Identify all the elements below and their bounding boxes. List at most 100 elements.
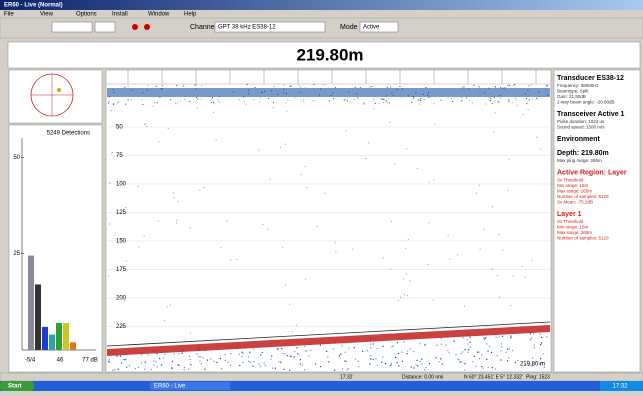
echo-dot bbox=[109, 101, 110, 102]
echo-dot bbox=[389, 102, 390, 103]
echo-dot bbox=[142, 104, 143, 105]
echo-dot bbox=[144, 235, 145, 236]
menu-item[interactable]: Window bbox=[148, 12, 170, 18]
echo-dot bbox=[382, 346, 383, 347]
echo-dot bbox=[502, 250, 503, 251]
channel-value: GPT 38 kHz ES38-12 bbox=[218, 25, 276, 31]
echo-dot bbox=[301, 94, 302, 95]
echo-dot bbox=[303, 95, 304, 96]
echo-dot bbox=[467, 343, 468, 344]
echo-dot bbox=[499, 95, 500, 96]
record-button[interactable] bbox=[144, 24, 150, 30]
echo-dot bbox=[484, 92, 485, 93]
echo-dot bbox=[489, 346, 490, 347]
info-line: Max range: 265m bbox=[557, 189, 592, 194]
echo-dot bbox=[403, 341, 404, 342]
echo-dot bbox=[538, 91, 539, 92]
echo-dot bbox=[324, 193, 325, 194]
echo-dot bbox=[531, 260, 532, 261]
echo-dot bbox=[386, 95, 387, 96]
menu-item[interactable]: File bbox=[4, 12, 14, 18]
echo-dot bbox=[261, 92, 262, 93]
echo-dot bbox=[355, 359, 356, 360]
echo-dot bbox=[395, 357, 396, 358]
echo-dot bbox=[354, 347, 355, 348]
menu-item[interactable]: Install bbox=[112, 12, 128, 18]
echo-dot bbox=[460, 353, 461, 354]
echo-dot bbox=[173, 193, 174, 194]
echo-dot bbox=[213, 103, 214, 104]
echo-dot bbox=[389, 122, 390, 123]
echo-dot bbox=[125, 207, 126, 208]
echo-dot bbox=[260, 366, 261, 367]
echo-dot bbox=[179, 365, 180, 366]
echo-dot bbox=[292, 331, 293, 332]
menu-item[interactable]: View bbox=[40, 12, 54, 18]
echo-dot bbox=[522, 92, 523, 93]
echo-dot bbox=[467, 339, 468, 340]
echo-dot bbox=[497, 275, 498, 276]
echo-dot bbox=[307, 187, 308, 188]
echo-dot bbox=[180, 101, 181, 102]
echo-dot bbox=[542, 93, 543, 94]
echo-dot bbox=[507, 85, 508, 86]
echo-dot bbox=[151, 369, 152, 370]
echo-dot bbox=[517, 105, 518, 106]
echo-dot bbox=[147, 85, 148, 86]
echo-dot bbox=[220, 96, 221, 97]
histogram-bar bbox=[28, 256, 34, 350]
echo-dot bbox=[409, 280, 410, 281]
echo-dot bbox=[539, 90, 540, 91]
echo-dot bbox=[488, 88, 489, 89]
echo-dot bbox=[281, 348, 282, 349]
echo-dot bbox=[368, 89, 369, 90]
combo[interactable] bbox=[95, 22, 115, 32]
echo-dot bbox=[377, 348, 378, 349]
depth-label: 100 bbox=[116, 182, 127, 188]
echo-dot bbox=[416, 364, 417, 365]
echo-dot bbox=[283, 353, 284, 354]
echo-dot bbox=[304, 369, 305, 370]
echo-dot bbox=[537, 99, 538, 100]
page: ER60 - Live (Normal) FileViewOptionsInst… bbox=[0, 0, 643, 391]
echo-dot bbox=[449, 259, 450, 260]
echo-dot bbox=[142, 89, 143, 90]
echo-dot bbox=[189, 356, 190, 357]
echo-dot bbox=[367, 350, 368, 351]
echo-dot bbox=[468, 89, 469, 90]
depth-readout: 219.80m bbox=[296, 45, 363, 64]
echo-dot bbox=[319, 94, 320, 95]
menu-bar: File View Options Install Window Help bbox=[4, 12, 197, 18]
echo-dot bbox=[199, 361, 200, 362]
echo-dot bbox=[262, 352, 263, 353]
echo-dot bbox=[335, 251, 336, 252]
echo-dot bbox=[481, 354, 482, 355]
echo-dot bbox=[164, 354, 165, 355]
echo-dot bbox=[142, 92, 143, 93]
echo-dot bbox=[356, 93, 357, 94]
echo-dot bbox=[233, 91, 234, 92]
echo-dot bbox=[145, 362, 146, 363]
menu-item[interactable]: Options bbox=[76, 12, 97, 18]
record-button[interactable] bbox=[132, 24, 138, 30]
echo-dot bbox=[236, 259, 237, 260]
echo-dot bbox=[289, 370, 290, 371]
echo-dot bbox=[195, 89, 196, 90]
echo-dot bbox=[464, 86, 465, 87]
echo-dot bbox=[479, 90, 480, 91]
echo-dot bbox=[399, 86, 400, 87]
echo-dot bbox=[197, 98, 198, 99]
echo-dot bbox=[438, 361, 439, 362]
echo-dot bbox=[391, 364, 392, 365]
menu-item[interactable]: Help bbox=[184, 12, 197, 18]
echo-dot bbox=[510, 336, 511, 337]
echo-dot bbox=[504, 87, 505, 88]
echo-dot bbox=[255, 95, 256, 96]
echo-dot bbox=[170, 304, 171, 305]
combo[interactable] bbox=[52, 22, 92, 32]
echo-dot bbox=[547, 95, 548, 96]
echo-dot bbox=[303, 99, 304, 100]
echo-dot bbox=[532, 357, 533, 358]
echo-dot bbox=[344, 360, 345, 361]
depth-label: 125 bbox=[116, 210, 127, 216]
